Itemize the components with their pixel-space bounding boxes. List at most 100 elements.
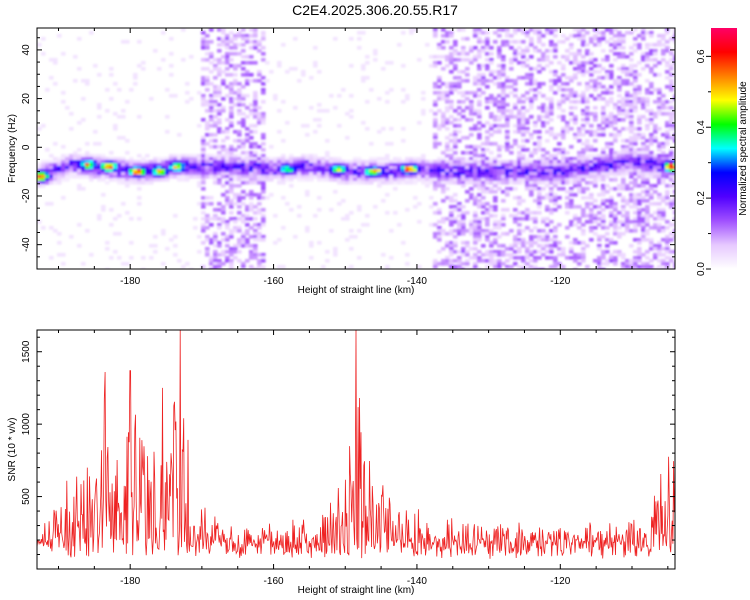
y-tick-label: 40 [21,44,32,56]
heatmap-cell [557,115,562,119]
heatmap-cell [637,127,642,131]
heatmap-cell [109,223,114,227]
heatmap-cell [457,70,462,74]
heatmap-cell [513,160,518,164]
heatmap-cell [645,151,650,155]
heatmap-cell [389,172,394,176]
heatmap-cell [253,172,258,176]
heatmap-cell [485,181,490,185]
heatmap-cell [337,169,342,173]
heatmap-cell [485,64,490,68]
heatmap-cell [653,124,658,128]
heatmap-cell [437,79,442,83]
heatmap-cell [513,49,518,53]
heatmap-cell [657,241,662,245]
heatmap-cell [229,247,234,251]
heatmap-cell [309,178,314,182]
heatmap-cell [537,28,542,32]
heatmap-cell [629,82,634,86]
heatmap-cell [365,100,370,104]
heatmap-cell [237,157,242,161]
heatmap-cell [477,217,482,221]
heatmap-cell [257,79,262,83]
x-tick-label: -180 [120,276,140,287]
heatmap-cell [537,91,542,95]
heatmap-cell [665,226,670,230]
heatmap-cell [581,112,586,116]
heatmap-cell [233,46,238,50]
heatmap-cell [325,250,330,254]
colorbar-tick-label: 0.6 [696,49,707,63]
heatmap-cell [517,217,522,221]
heatmap-cell [213,163,218,167]
heatmap-cell [121,202,126,206]
heatmap-cell [485,265,490,269]
heatmap-cell [621,205,626,209]
heatmap-cell [49,154,54,158]
heatmap-cell [61,166,66,170]
heatmap-cell [221,106,226,110]
heatmap-cell [637,250,642,254]
heatmap-cell [477,136,482,140]
heatmap-cell [489,250,494,254]
heatmap-cell [625,211,630,215]
heatmap-cell [613,241,618,245]
heatmap-cell [333,160,338,164]
heatmap-cell [241,217,246,221]
heatmap-cell [57,34,62,38]
heatmap-cell [225,196,230,200]
heatmap-cell [265,175,270,179]
heatmap-cell [553,28,558,32]
heatmap-cell [229,82,234,86]
heatmap-cell [145,154,150,158]
heatmap-cell [633,103,638,107]
heatmap-cell [609,148,614,152]
heatmap-cell [85,151,90,155]
heatmap-cell [253,181,258,185]
heatmap-cell [633,79,638,83]
heatmap-cell [169,163,174,167]
heatmap-cell [509,229,514,233]
heatmap-cell [409,178,414,182]
heatmap-cell [493,238,498,242]
heatmap-cell [629,175,634,179]
heatmap-cell [537,106,542,110]
heatmap-cell [513,163,518,167]
heatmap-cell [93,157,98,161]
heatmap-cell [521,238,526,242]
heatmap-cell [77,223,82,227]
heatmap-cell [249,202,254,206]
heatmap-cell [225,172,230,176]
heatmap-cell [573,181,578,185]
heatmap-cell [481,169,486,173]
heatmap-cell [541,82,546,86]
heatmap-cell [609,73,614,77]
heatmap-cell [237,205,242,209]
heatmap-cell [581,253,586,257]
heatmap-cell [437,160,442,164]
heatmap-cell [257,175,262,179]
heatmap-cell [441,229,446,233]
heatmap-cell [297,169,302,173]
heatmap-cell [253,169,258,173]
heatmap-cell [613,175,618,179]
heatmap-cell [469,172,474,176]
heatmap-cell [213,115,218,119]
heatmap-cell [521,52,526,56]
heatmap-cell [297,172,302,176]
heatmap-cell [437,109,442,113]
heatmap-cell [473,76,478,80]
heatmap-cell [121,262,126,266]
heatmap-cell [581,211,586,215]
heatmap-cell [261,235,266,239]
heatmap-cell [365,163,370,167]
heatmap-cell [209,163,214,167]
heatmap-cell [629,148,634,152]
heatmap-cell [537,205,542,209]
heatmap-cell [497,187,502,191]
heatmap-cell [561,247,566,251]
heatmap-cell [257,166,262,170]
heatmap-cell [465,97,470,101]
heatmap-cell [601,130,606,134]
heatmap-cell [57,178,62,182]
